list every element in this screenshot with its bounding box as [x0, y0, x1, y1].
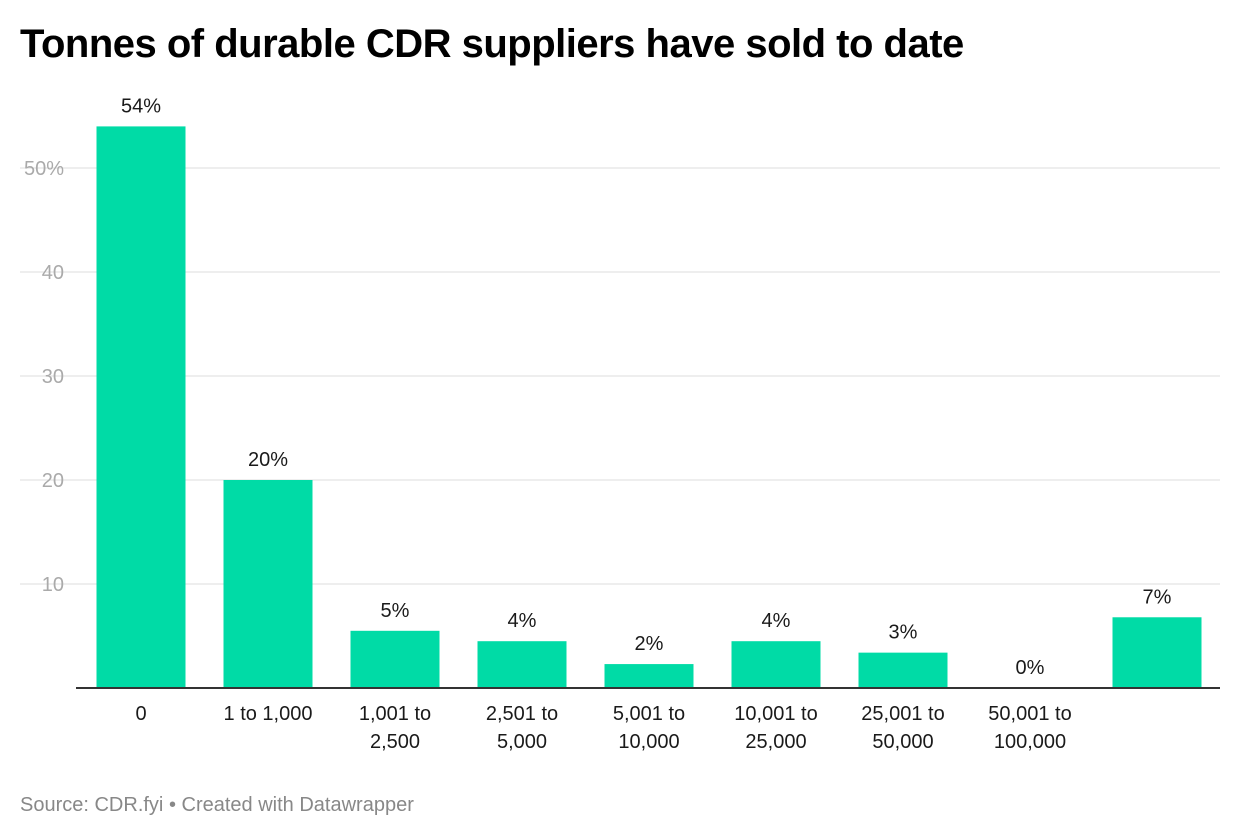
x-tick-label-line: 10,000 — [618, 731, 679, 753]
gridlines — [20, 167, 1220, 585]
data-label: 5% — [381, 600, 410, 622]
x-tick-label-line: 100,000 — [994, 731, 1066, 753]
bar — [96, 126, 186, 688]
y-tick-label: 20 — [42, 470, 64, 492]
y-axis-tick-labels: 10 20 30 40 50% — [24, 158, 64, 596]
source-note: Source: CDR.fyi — [20, 794, 164, 816]
chart-footer: Source: CDR.fyi • Created with Datawrapp… — [20, 794, 414, 817]
bar — [350, 630, 440, 688]
bar — [731, 641, 821, 688]
data-label: 4% — [762, 610, 791, 632]
bar-chart: 10 20 30 40 50% 54% 20% 5% 4% 2% 4% 3% 0% 7% 0 1 to 1… — [20, 95, 1220, 753]
x-tick-label-line: 5,001 to — [613, 703, 685, 725]
data-label: 4% — [508, 610, 537, 632]
x-tick-label-line: 50,000 — [872, 731, 933, 753]
y-tick-label: 40 — [42, 262, 64, 284]
x-tick-label: 5,001 to 10,000 — [613, 703, 685, 753]
bar — [604, 664, 694, 688]
x-tick-label-line: 1 to 1,000 — [224, 703, 313, 725]
data-label: 20% — [248, 449, 288, 471]
data-label: 2% — [635, 633, 664, 655]
chart-title: Tonnes of durable CDR suppliers have sol… — [20, 22, 964, 66]
data-label: 7% — [1143, 586, 1172, 608]
x-tick-label-line: 2,501 to — [486, 703, 558, 725]
bars — [96, 126, 1202, 688]
x-tick-label-line: 50,001 to — [988, 703, 1071, 725]
x-tick-label: 25,001 to 50,000 — [861, 703, 944, 753]
data-labels: 54% 20% 5% 4% 2% 4% 3% 0% 7% — [121, 95, 1172, 679]
x-tick-label: 50,001 to 100,000 — [988, 703, 1071, 753]
data-label: 54% — [121, 95, 161, 117]
x-tick-label-line: 5,000 — [497, 731, 547, 753]
x-tick-label-line: 25,000 — [745, 731, 806, 753]
x-tick-label-line: 2,500 — [370, 731, 420, 753]
x-tick-label-line: 25,001 to — [861, 703, 944, 725]
bar — [1112, 617, 1202, 688]
credit-note: Created with Datawrapper — [181, 794, 414, 816]
data-label: 3% — [889, 622, 918, 644]
x-tick-label-line: 0 — [135, 703, 146, 725]
y-tick-label: 10 — [42, 574, 64, 596]
bar — [223, 480, 313, 688]
bar — [477, 641, 567, 688]
x-axis-tick-labels: 0 1 to 1,000 1,001 to 2,500 2,501 to 5,000 5,0… — [135, 703, 1071, 753]
y-tick-label: 50% — [24, 158, 64, 180]
x-tick-label: 0 — [135, 703, 146, 725]
x-tick-label-line: 1,001 to — [359, 703, 431, 725]
x-tick-label: 1 to 1,000 — [224, 703, 313, 725]
x-tick-label: 1,001 to 2,500 — [359, 703, 431, 753]
data-label: 0% — [1016, 657, 1045, 679]
x-tick-label-line: 10,001 to — [734, 703, 817, 725]
y-tick-label: 30 — [42, 366, 64, 388]
x-tick-label: 10,001 to 25,000 — [734, 703, 817, 753]
bar — [858, 652, 948, 688]
footer-separator: • — [168, 794, 176, 816]
x-tick-label: 2,501 to 5,000 — [486, 703, 558, 753]
